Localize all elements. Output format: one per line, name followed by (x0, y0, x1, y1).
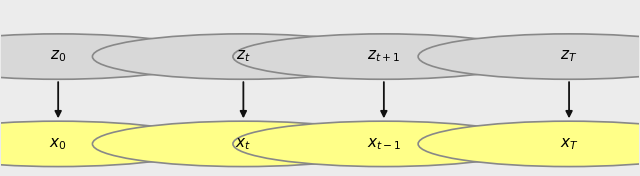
Ellipse shape (233, 34, 535, 79)
Text: $z_t$: $z_t$ (236, 49, 251, 64)
Text: $z_{t+1}$: $z_{t+1}$ (367, 49, 401, 64)
Text: $z_T$: $z_T$ (561, 49, 578, 64)
Text: $x_0$: $x_0$ (49, 136, 67, 152)
Text: $x_{t-1}$: $x_{t-1}$ (367, 136, 401, 152)
Ellipse shape (0, 34, 209, 79)
Text: $x_t$: $x_t$ (236, 136, 252, 152)
Ellipse shape (92, 121, 394, 166)
Ellipse shape (418, 121, 640, 166)
Ellipse shape (418, 34, 640, 79)
Ellipse shape (92, 34, 394, 79)
Text: $x_T$: $x_T$ (560, 136, 579, 152)
Ellipse shape (233, 121, 535, 166)
Ellipse shape (0, 121, 209, 166)
Text: $z_0$: $z_0$ (50, 49, 67, 64)
